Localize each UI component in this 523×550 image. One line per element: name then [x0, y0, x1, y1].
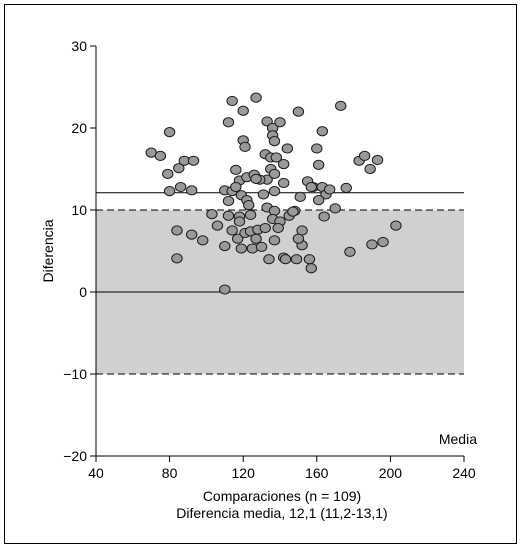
data-point	[279, 254, 292, 265]
data-point	[235, 243, 248, 254]
x-axis-subtitle: Diferencia media, 12,1 (11,2-13,1)	[176, 505, 387, 521]
data-point	[311, 143, 323, 154]
data-point	[268, 168, 281, 180]
data-point	[222, 117, 235, 128]
data-point	[312, 159, 325, 170]
data-point	[277, 177, 290, 189]
data-point	[174, 181, 187, 193]
data-point	[277, 158, 290, 170]
data-point	[303, 254, 316, 265]
reference-lines-layer	[96, 192, 464, 375]
data-point	[294, 191, 306, 202]
points-layer	[145, 92, 402, 295]
data-point	[171, 225, 183, 236]
y-tick-label: 30	[71, 38, 87, 54]
data-point	[329, 203, 341, 214]
data-point	[377, 236, 389, 248]
data-point	[239, 141, 251, 152]
data-point	[390, 220, 402, 231]
data-point	[274, 117, 286, 128]
data-point	[226, 95, 238, 107]
data-point	[237, 105, 249, 116]
data-point	[255, 241, 268, 252]
data-point	[231, 233, 244, 244]
data-point	[243, 199, 255, 211]
data-point	[316, 126, 329, 137]
data-point	[226, 225, 238, 236]
figure-frame	[4, 4, 517, 544]
data-point	[162, 168, 174, 180]
data-point	[246, 243, 259, 254]
data-point	[250, 233, 262, 244]
data-point	[259, 222, 271, 234]
data-point	[305, 181, 317, 193]
data-point	[230, 181, 242, 193]
data-point	[171, 253, 183, 264]
mean-line-label: Media	[439, 431, 477, 447]
data-point	[290, 254, 303, 265]
data-point	[268, 186, 281, 197]
y-tick-label: 0	[79, 284, 87, 300]
data-point	[270, 152, 283, 163]
data-point	[268, 235, 281, 246]
x-tick-label: 200	[379, 465, 403, 481]
data-point	[197, 235, 209, 246]
data-point	[250, 92, 262, 103]
data-point	[272, 222, 284, 234]
data-point	[163, 127, 176, 138]
x-tick-label: 240	[452, 465, 476, 481]
y-tick-label: 20	[71, 120, 87, 136]
x-axis-title: Comparaciones (n = 109)	[203, 488, 361, 504]
data-point	[185, 229, 198, 240]
data-point	[344, 246, 356, 257]
x-tick-label: 120	[232, 465, 256, 481]
data-point	[335, 100, 347, 111]
axes-layer	[95, 46, 464, 457]
data-point	[211, 220, 224, 231]
y-tick-label: 10	[71, 202, 87, 218]
data-point	[163, 186, 176, 197]
data-point	[206, 209, 218, 220]
data-point	[323, 184, 336, 195]
data-point	[318, 211, 330, 222]
x-tick-label: 40	[88, 465, 104, 481]
data-point	[222, 195, 235, 207]
data-point	[364, 163, 376, 175]
data-point	[358, 150, 371, 161]
data-point	[244, 209, 257, 221]
data-point	[187, 155, 200, 166]
data-point	[185, 185, 198, 196]
data-point	[219, 240, 231, 252]
data-point	[219, 284, 231, 295]
data-point	[366, 239, 378, 250]
y-tick-label: −20	[63, 448, 87, 464]
data-point	[371, 154, 384, 166]
data-point	[268, 205, 281, 216]
data-point	[287, 206, 299, 217]
data-point	[281, 143, 294, 154]
data-point	[268, 136, 281, 147]
data-point	[263, 254, 275, 265]
y-tick-label: −10	[63, 366, 87, 382]
data-point	[305, 263, 317, 274]
x-tick-label: 160	[305, 465, 329, 481]
data-point	[250, 173, 262, 184]
data-point	[257, 189, 270, 200]
data-point	[173, 163, 185, 174]
data-point	[233, 216, 246, 227]
data-point	[230, 164, 242, 175]
data-point	[340, 182, 352, 193]
data-point	[292, 233, 305, 244]
data-point	[222, 210, 235, 221]
data-point	[312, 195, 325, 206]
data-point	[154, 150, 167, 161]
x-tick-label: 80	[162, 465, 178, 481]
y-axis-title: Diferencia	[40, 219, 56, 282]
data-point	[292, 106, 305, 117]
